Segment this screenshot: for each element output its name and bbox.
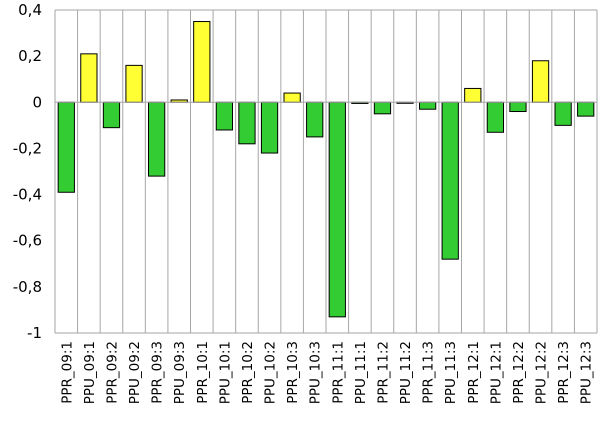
y-tick-label: -0,2	[13, 139, 42, 157]
x-tick-label: PPR_09:1	[59, 341, 75, 404]
bar-ppr-12-3	[554, 101, 572, 126]
bar-ppr-11-3	[418, 101, 437, 110]
y-tick-label: 0,2	[18, 47, 42, 65]
bar-ppr-10-1	[193, 21, 211, 103]
x-tick-label: PPR_09:2	[104, 341, 120, 404]
x-tick-label: PPU_09:3	[172, 341, 188, 404]
y-tick-label: -0,4	[13, 186, 42, 204]
x-tick-label: PPR_10:1	[195, 341, 211, 404]
bar-ppr-10-2	[238, 101, 256, 145]
bar-ppr-11-2	[373, 101, 392, 115]
bar-ppr-10-3	[283, 92, 301, 103]
bar-ppr-09-2	[102, 101, 121, 129]
x-tick-label: PPR_12:3	[556, 341, 572, 404]
x-tick-label: PPU_10:2	[263, 341, 279, 404]
bar-ppu-10-1	[215, 101, 234, 131]
x-tick-label: PPU_10:1	[217, 341, 233, 404]
x-tick-label: PPR_10:3	[285, 341, 301, 404]
x-tick-label: PPU_10:3	[308, 341, 324, 404]
y-tick-label: -1	[27, 324, 42, 342]
bar-ppu-12-2	[531, 60, 550, 103]
bar-ppu-09-1	[80, 53, 98, 103]
x-tick-label: PPR_10:2	[240, 341, 256, 404]
y-tick-label: -0,8	[13, 278, 42, 296]
x-tick-label: PPU_12:1	[488, 341, 504, 404]
bar-ppr-09-3	[147, 101, 166, 177]
gridlines	[54, 9, 598, 334]
bar-ppr-09-1	[57, 101, 75, 193]
x-tick-label: PPR_11:2	[375, 341, 391, 404]
x-tick-label: PPU_09:2	[127, 341, 143, 404]
x-tick-label: PPU_11:3	[443, 341, 459, 404]
x-tick-label: PPU_11:1	[353, 341, 369, 404]
bar-ppu-12-1	[486, 101, 505, 133]
bar-ppu-12-3	[577, 101, 595, 117]
x-axis-tick-labels: PPR_09:1 PPU_09:1 PPR_09:2 PPU_09:2 PPR_09:3…	[59, 341, 594, 404]
y-axis-tick-labels: 0,4 0,2 0 -0,2 -0,4 -0,6 -0,8 -1	[13, 1, 42, 342]
x-tick-label: PPR_11:1	[330, 341, 346, 404]
bar-ppu-11-3	[441, 101, 459, 260]
bar-ppu-09-2	[125, 64, 143, 103]
x-tick-label: PPU_11:2	[398, 341, 414, 404]
bars	[57, 21, 595, 318]
bar-ppr-12-1	[464, 87, 482, 103]
bar-ppu-10-3	[306, 101, 324, 138]
bar-ppr-12-2	[509, 101, 527, 113]
x-tick-label: PPR_09:3	[150, 341, 166, 404]
bar-ppu-10-2	[260, 101, 279, 154]
x-tick-label: PPU_12:3	[579, 341, 595, 404]
y-tick-label: 0	[32, 93, 42, 111]
x-tick-label: PPU_09:1	[82, 341, 98, 404]
bar-ppr-11-1	[328, 101, 346, 318]
x-tick-label: PPU_12:2	[534, 341, 550, 404]
y-tick-label: 0,4	[18, 1, 42, 19]
y-tick-label: -0,6	[13, 232, 42, 250]
x-tick-label: PPR_11:3	[421, 341, 437, 404]
x-tick-label: PPR_12:2	[511, 341, 527, 404]
x-tick-label: PPR_12:1	[466, 341, 482, 404]
